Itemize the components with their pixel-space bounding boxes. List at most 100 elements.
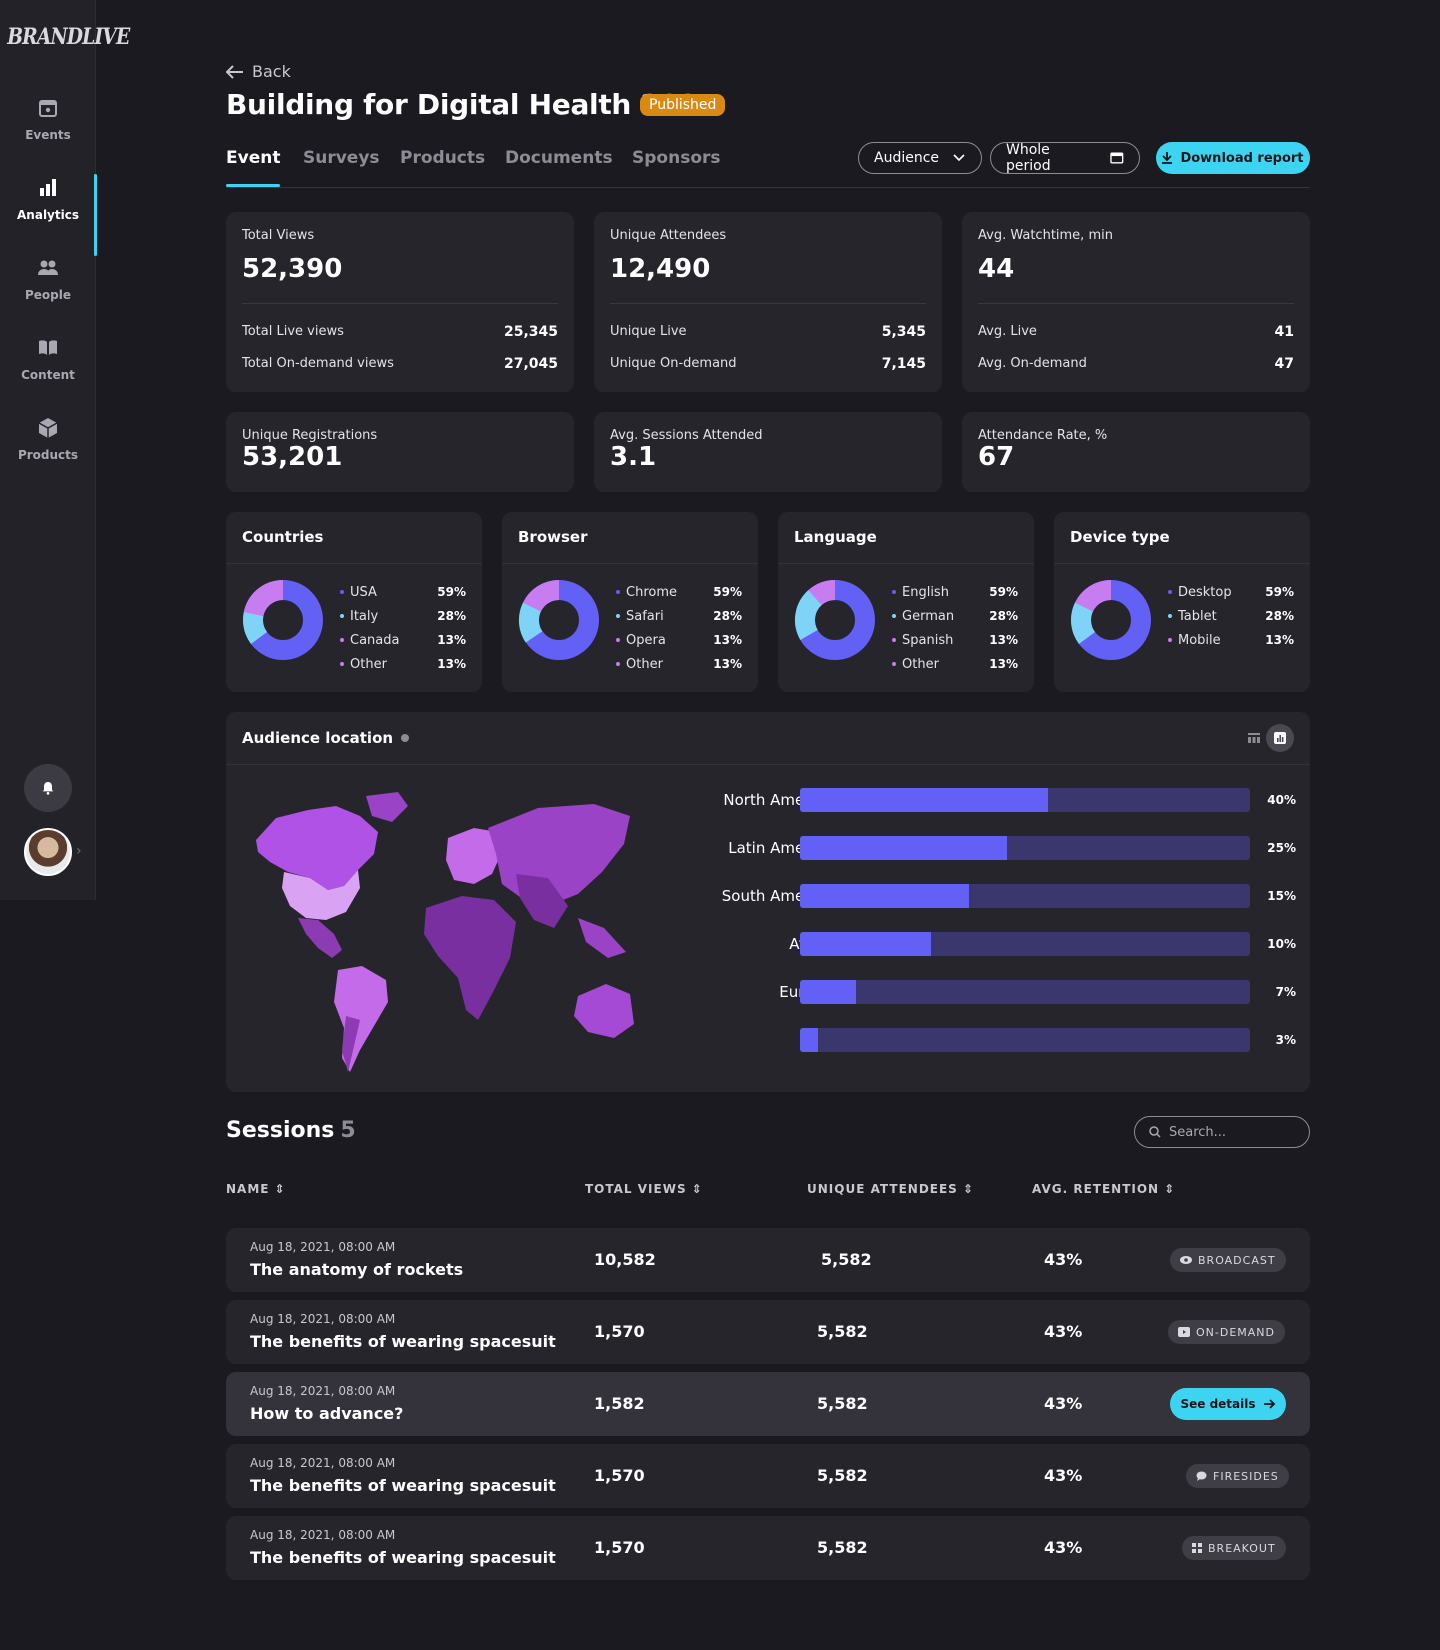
stat-value: 3.1 (610, 442, 657, 472)
donut-segment-third (522, 580, 560, 612)
audience-select[interactable]: Audience (858, 142, 982, 174)
world-map (256, 792, 634, 1072)
session-views: 1,582 (594, 1394, 645, 1413)
play-icon (1178, 1327, 1190, 1337)
stat-row: Total On-demand views 27,045 (242, 356, 558, 372)
tab-event[interactable]: Event (226, 148, 281, 187)
period-select[interactable]: Whole period (990, 142, 1140, 174)
legend-item: USA 59% (340, 580, 466, 604)
sort-icon: ⇕ (1164, 1182, 1176, 1196)
legend-label: Desktop (1178, 584, 1232, 600)
column-header-name[interactable]: NAME ⇕ (226, 1182, 286, 1196)
tab-products[interactable]: Products (400, 148, 486, 168)
card-title: Language (794, 528, 877, 546)
donut-segment-second (243, 612, 268, 644)
stat-row-value: 7,145 (881, 356, 926, 372)
region-bar-track (800, 1028, 1250, 1052)
divider (778, 563, 1034, 564)
sidebar-item-label: People (24, 288, 72, 302)
table-view-toggle[interactable] (1240, 724, 1268, 752)
user-avatar[interactable] (24, 828, 72, 876)
back-link[interactable]: Back (226, 62, 291, 81)
sidebar-item-products[interactable]: Products (0, 416, 96, 486)
region-bar-row: Europe7% (666, 980, 1296, 1004)
session-row[interactable]: Aug 18, 2021, 08:00 AM The benefits of w… (226, 1516, 1310, 1580)
donut-chart (1071, 580, 1151, 660)
avg-sessions-card: Avg. Sessions Attended 3.1 (594, 412, 942, 492)
search-input[interactable]: Search... (1134, 1116, 1310, 1148)
session-retention: 43% (1044, 1394, 1083, 1413)
divider (610, 303, 926, 304)
chat-icon (1196, 1471, 1207, 1481)
legend-value: 13% (437, 633, 466, 647)
notifications-button[interactable] (24, 764, 72, 812)
session-type-badge: ON-DEMAND (1168, 1320, 1285, 1344)
map-region-south-asia (516, 874, 568, 928)
stat-row-label: Avg. Live (978, 324, 1037, 339)
stat-row: Unique Live 5,345 (610, 324, 926, 340)
stat-row-label: Unique Live (610, 324, 687, 339)
region-bar-fill (800, 932, 931, 956)
card-title: Device type (1070, 528, 1170, 546)
legend-label: Canada (350, 632, 400, 648)
tab-documents[interactable]: Documents (505, 148, 613, 168)
column-header-avg-retention[interactable]: AVG. RETENTION ⇕ (1032, 1182, 1175, 1196)
column-label: TOTAL VIEWS (585, 1182, 687, 1196)
legend-label: Chrome (626, 584, 677, 600)
stat-label: Unique Registrations (242, 428, 378, 443)
map-region-southeast-asia (578, 918, 626, 958)
session-attendees: 5,582 (817, 1394, 868, 1413)
session-row[interactable]: Aug 18, 2021, 08:00 AM How to advance? 1… (226, 1372, 1310, 1436)
donut-chart (795, 579, 875, 660)
chevron-down-icon (953, 154, 965, 162)
session-name: The benefits of wearing spacesuit (250, 1548, 556, 1567)
session-row[interactable]: Aug 18, 2021, 08:00 AM The benefits of w… (226, 1444, 1310, 1508)
column-label: UNIQUE ATTENDEES (807, 1182, 958, 1196)
browser-card: Browser Chrome 59% Safari 28% Opera 13% Oth… (502, 512, 758, 692)
download-report-button[interactable]: Download report (1156, 142, 1310, 174)
column-header-total-views[interactable]: TOTAL VIEWS ⇕ (585, 1182, 703, 1196)
column-header-unique-attendees[interactable]: UNIQUE ATTENDEES ⇕ (807, 1182, 974, 1196)
region-bar-fill (800, 884, 969, 908)
sidebar-item-content[interactable]: Content (0, 336, 96, 406)
legend-item: Italy 28% (340, 604, 466, 628)
legend-item: Canada 13% (340, 628, 466, 652)
session-name: The anatomy of rockets (250, 1260, 464, 1279)
tab-surveys[interactable]: Surveys (303, 148, 380, 168)
stat-value: 67 (978, 442, 1015, 472)
region-bar-track (800, 788, 1250, 812)
legend-value: 28% (437, 609, 466, 623)
session-retention: 43% (1044, 1538, 1083, 1557)
sidebar-item-analytics[interactable]: Analytics (0, 174, 97, 256)
session-type-badge: BREAKOUT (1182, 1536, 1286, 1560)
session-date: Aug 18, 2021, 08:00 AM (250, 1384, 396, 1398)
sidebar-item-events[interactable]: Events (0, 96, 96, 166)
legend-value: 28% (989, 609, 1018, 623)
info-icon[interactable] (401, 734, 410, 742)
tab-sponsors[interactable]: Sponsors (632, 148, 721, 168)
session-attendees: 5,582 (817, 1322, 868, 1341)
donut-segment-third (243, 580, 284, 617)
session-row[interactable]: Aug 18, 2021, 08:00 AM The benefits of w… (226, 1300, 1310, 1364)
legend-label: Safari (626, 608, 664, 624)
legend-label: Tablet (1178, 608, 1217, 624)
region-bar-track (800, 932, 1250, 956)
sidebar-item-people[interactable]: People (0, 256, 96, 326)
legend-item: Safari 28% (616, 604, 742, 628)
donut-segment-second (518, 602, 543, 643)
region-percent: 40% (1267, 793, 1296, 807)
chevron-right-icon[interactable]: › (76, 843, 82, 859)
sidebar-item-label: Content (21, 368, 75, 382)
stat-row-value: 27,045 (503, 356, 558, 372)
session-row[interactable]: Aug 18, 2021, 08:00 AM The anatomy of ro… (226, 1228, 1310, 1292)
legend-item: Mobile 13% (1168, 628, 1294, 652)
legend-value: 59% (1265, 585, 1294, 599)
legend-value: 28% (713, 609, 742, 623)
stat-value: 53,201 (242, 442, 343, 472)
brand-logo[interactable]: BRANDLIVE (7, 24, 130, 50)
see-details-button[interactable]: See details (1170, 1388, 1286, 1420)
session-name: The benefits of wearing spacesuit (250, 1332, 556, 1351)
sort-icon: ⇕ (274, 1182, 286, 1196)
chart-view-toggle[interactable] (1266, 724, 1294, 752)
divider (502, 563, 758, 564)
